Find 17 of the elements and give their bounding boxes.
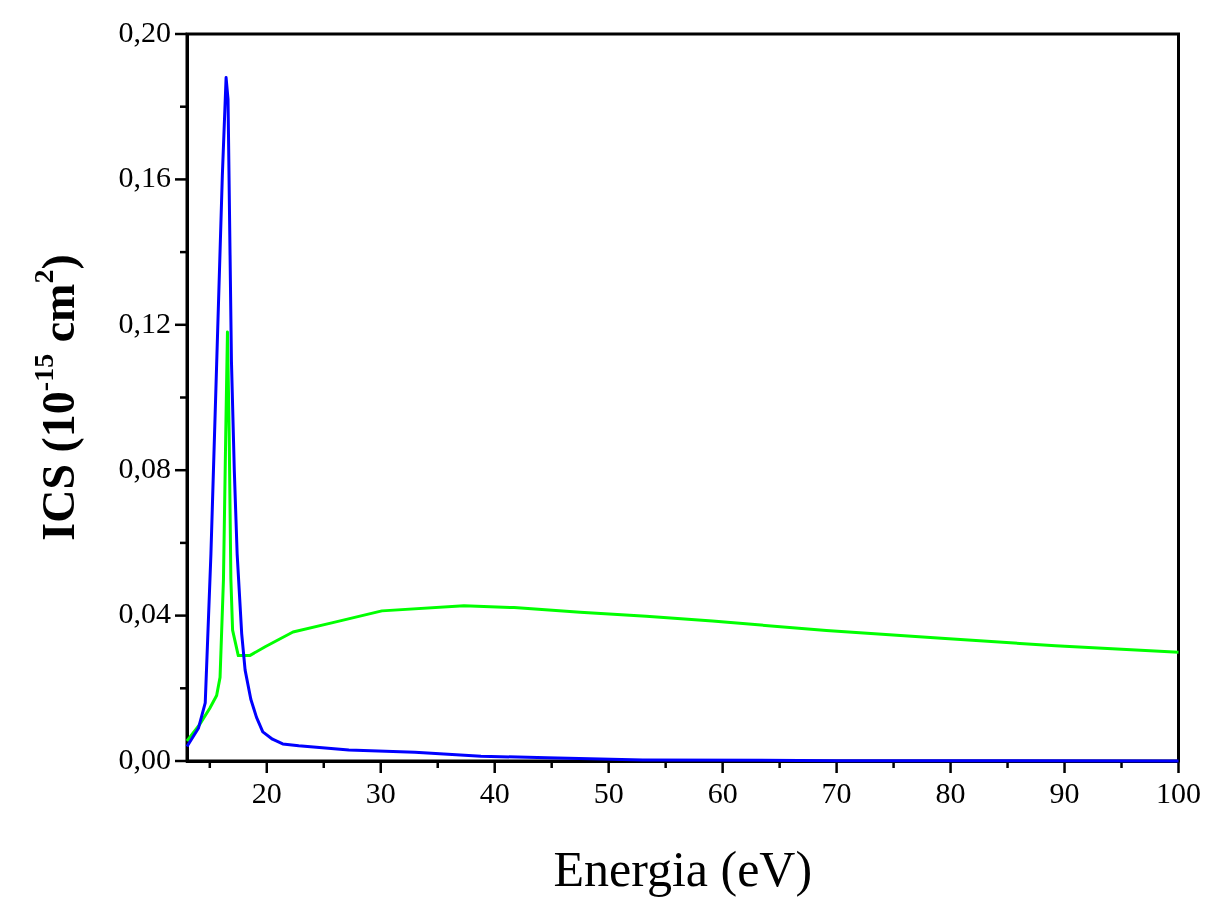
x-tick-label: 90: [1049, 775, 1080, 809]
x-tick-label: 40: [479, 775, 510, 809]
x-tick-label: 20: [251, 775, 282, 809]
x-tick-label: 50: [593, 775, 624, 809]
x-tick-label: 100: [1156, 775, 1201, 809]
x-tick-label: 70: [821, 775, 852, 809]
y-tick-label: 0,04: [118, 596, 171, 630]
y-tick-label: 0,16: [118, 160, 171, 194]
x-axis-title: Energia (eV): [553, 841, 813, 898]
y-tick-label: 0,08: [118, 451, 171, 485]
y-tick-label: 0,12: [118, 305, 171, 339]
y-tick-label: 0,20: [118, 14, 171, 48]
y-tick-label: 0,00: [118, 741, 171, 775]
x-tick-label: 80: [935, 775, 966, 809]
x-tick-label: 30: [365, 775, 396, 809]
x-tick-label: 60: [707, 775, 738, 809]
y-axis-title: ICS (10-15 cm2): [28, 254, 84, 541]
